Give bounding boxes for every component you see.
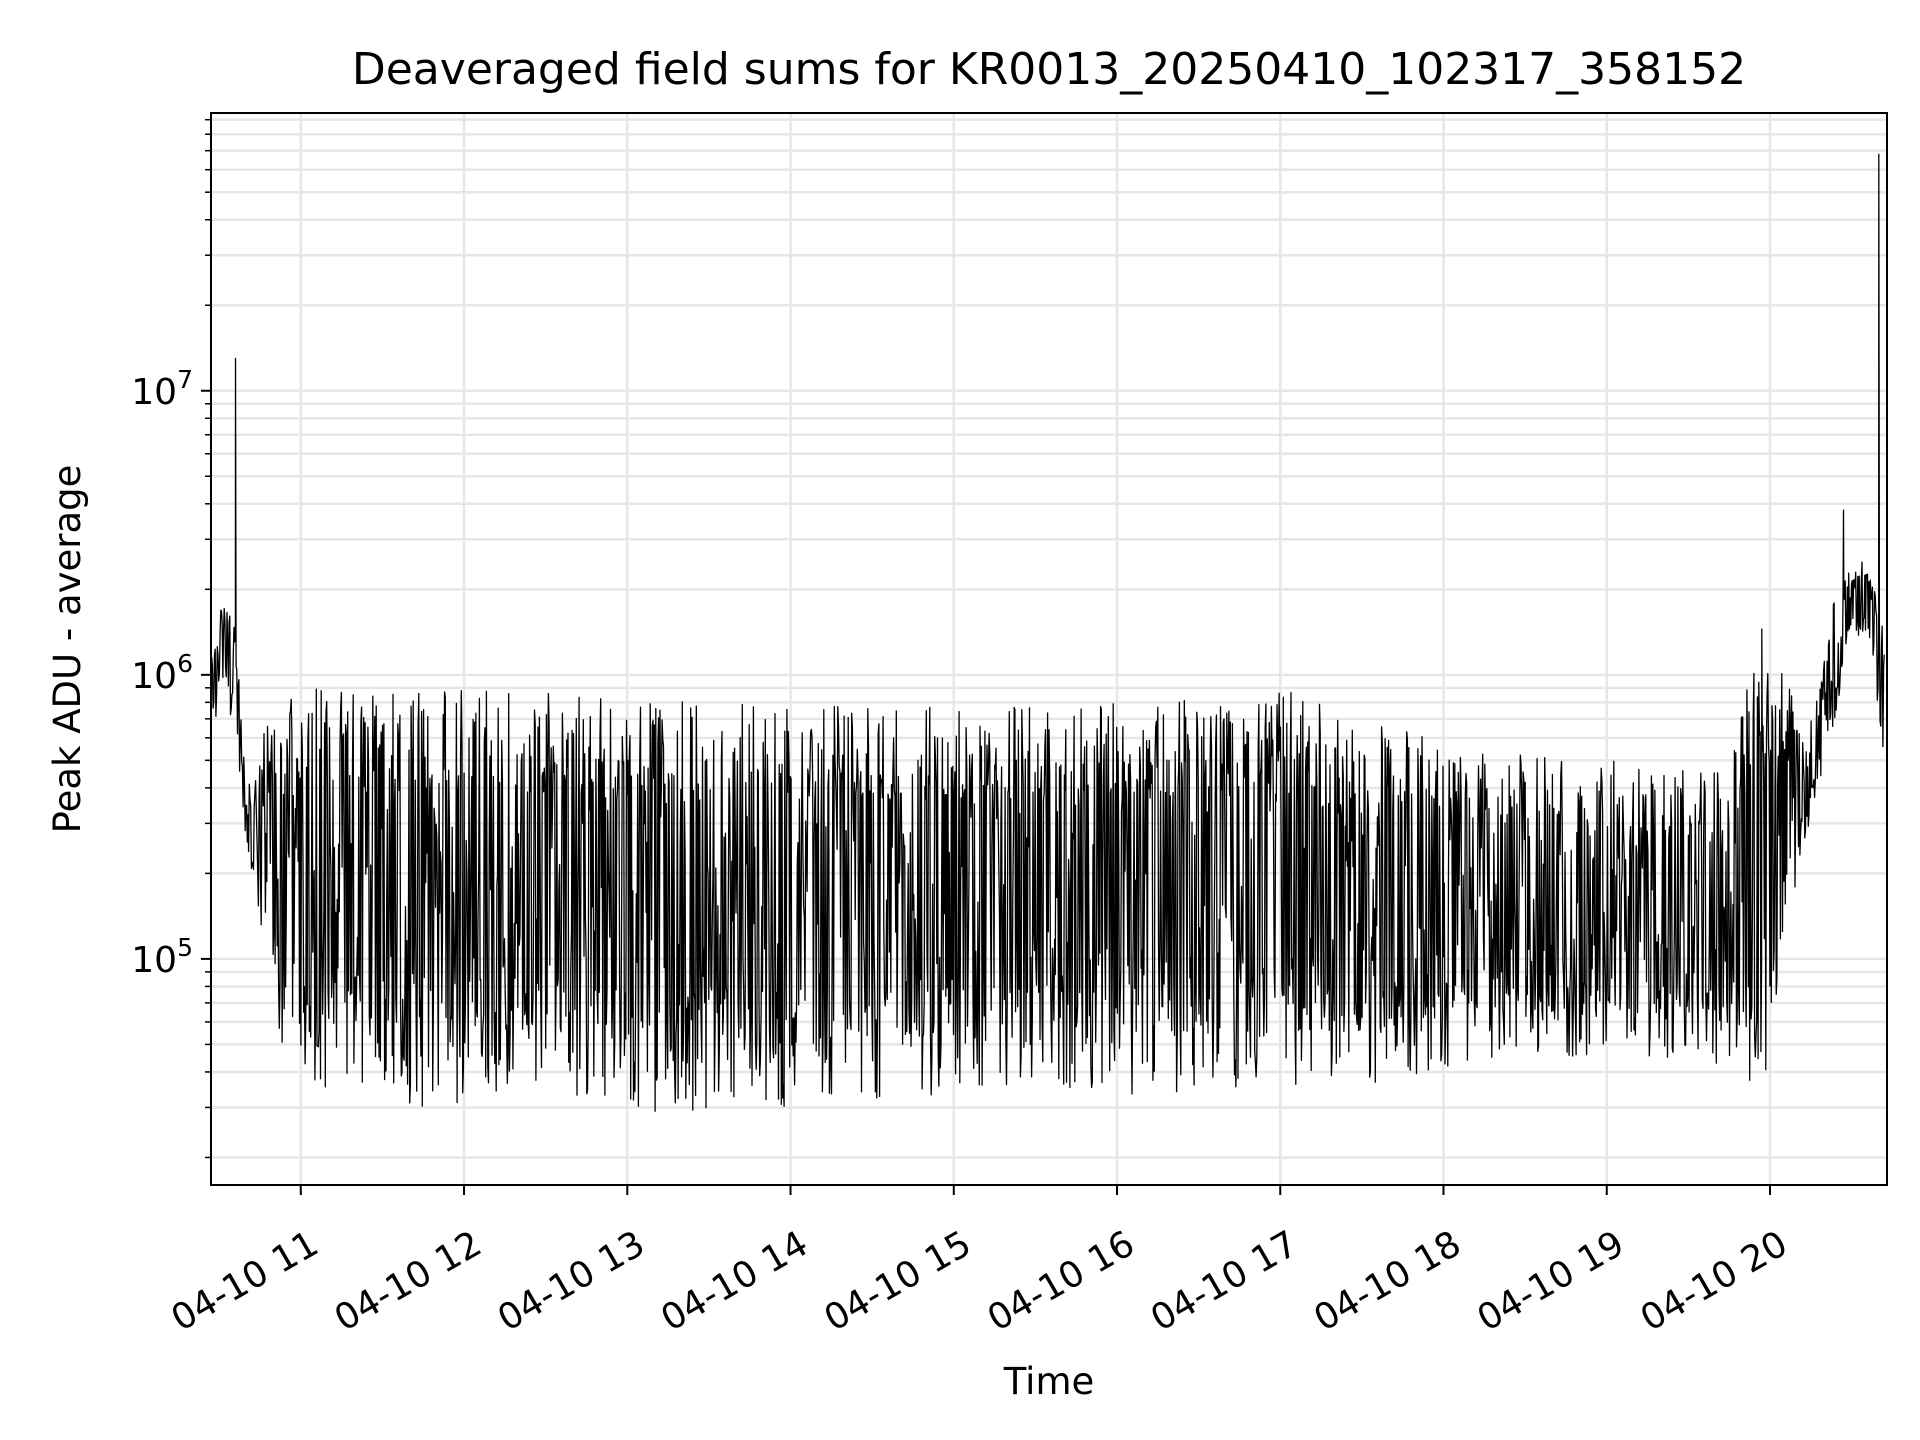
y-tick-label: 106 (131, 649, 193, 697)
y-axis: 105 106 107 (131, 118, 211, 1159)
chart-title: Deaveraged field sums for KR0013_2025041… (352, 44, 1746, 95)
x-axis-label: Time (1003, 1360, 1095, 1403)
y-axis-label: Peak ADU - average (46, 465, 89, 834)
series-line (210, 153, 1885, 1112)
y-tick-label: 105 (131, 933, 193, 981)
series-path (210, 153, 1885, 1112)
plot-frame (210, 112, 1888, 1186)
y-tick-label: 107 (131, 365, 193, 413)
